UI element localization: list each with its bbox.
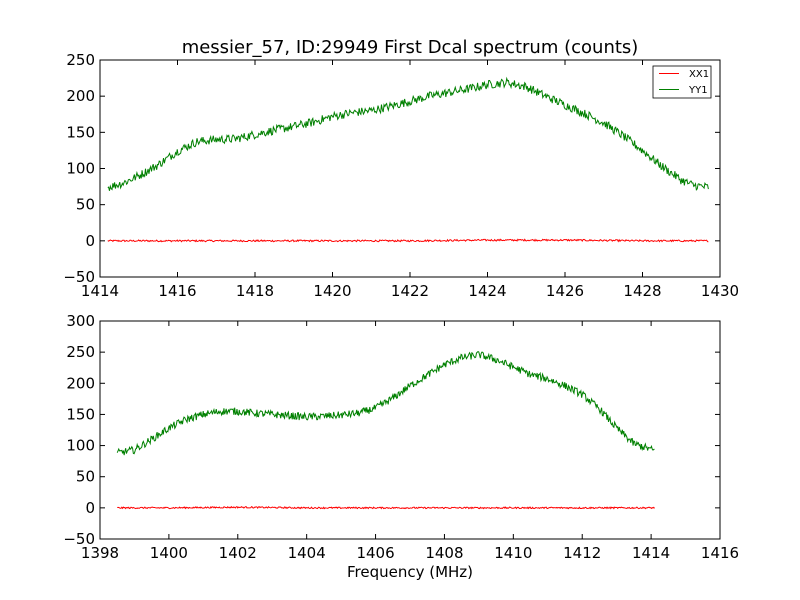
top-ticks: 1414 1416 1418 1420 1422 1424 1426 1428 1430 −50 0… (63, 51, 739, 300)
y-tick-label: 150 (66, 123, 95, 141)
y-tick-label: 100 (66, 160, 95, 178)
legend-label-xx1: XX1 (689, 69, 709, 80)
bottom-axes-frame (99, 320, 721, 540)
x-tick-label: 1414 (81, 282, 119, 300)
x-tick-label: 1420 (313, 282, 351, 300)
y-tick-label: 0 (85, 232, 95, 250)
x-tick-label: 1398 (81, 544, 119, 562)
bottom-ticks: 1398 1400 1402 1404 1406 1408 1410 1412 1414 1416… (63, 312, 739, 562)
y-tick-label: 250 (66, 343, 95, 361)
x-tick-label: 1430 (701, 282, 739, 300)
x-tick-label: 1424 (468, 282, 506, 300)
x-tick-label: 1404 (288, 544, 326, 562)
chart-title: messier_57, ID:29949 First Dcal spectrum… (182, 37, 639, 58)
legend: XX1 YY1 (652, 65, 712, 99)
legend-label-yy1: YY1 (688, 85, 708, 96)
x-tick-label: 1426 (546, 282, 584, 300)
top-series (107, 76, 709, 243)
x-axis-label: Frequency (MHz) (347, 563, 473, 581)
bottom-series (116, 350, 655, 510)
y-tick-label: 300 (66, 312, 95, 330)
x-tick-label: 1400 (150, 544, 188, 562)
series-line-yy1 (107, 76, 709, 191)
x-tick-label: 1418 (236, 282, 274, 300)
x-tick-label: 1408 (425, 544, 463, 562)
x-tick-label: 1428 (623, 282, 661, 300)
x-tick-label: 1412 (563, 544, 601, 562)
series-line-xx1 (107, 238, 709, 243)
y-tick-label: 50 (76, 468, 95, 486)
x-tick-label: 1416 (701, 544, 739, 562)
y-tick-label: 200 (66, 374, 95, 392)
series-line-yy1 (116, 350, 655, 456)
y-tick-label: −50 (63, 530, 95, 548)
x-tick-label: 1410 (494, 544, 532, 562)
x-tick-label: 1422 (391, 282, 429, 300)
y-tick-label: 200 (66, 87, 95, 105)
y-tick-label: 150 (66, 405, 95, 423)
y-tick-label: 50 (76, 196, 95, 214)
x-tick-label: 1406 (356, 544, 394, 562)
top-axes-frame (99, 59, 721, 278)
legend-box (652, 65, 712, 99)
y-tick-label: 100 (66, 437, 95, 455)
y-tick-label: −50 (63, 268, 95, 286)
y-tick-label: 0 (85, 499, 95, 517)
y-tick-label: 250 (66, 51, 95, 69)
x-tick-label: 1402 (219, 544, 257, 562)
top-panel: messier_57, ID:29949 First Dcal spectrum… (63, 37, 739, 300)
x-tick-label: 1416 (158, 282, 196, 300)
x-tick-label: 1414 (632, 544, 670, 562)
series-line-xx1 (117, 505, 655, 510)
bottom-panel: 1398 1400 1402 1404 1406 1408 1410 1412 1414 1416… (63, 312, 739, 581)
